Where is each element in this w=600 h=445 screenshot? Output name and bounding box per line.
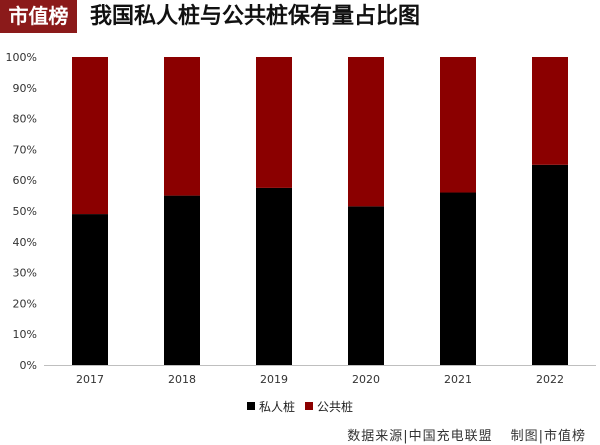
x-tick-label: 2017 (76, 373, 104, 386)
y-tick-label: 80% (13, 113, 37, 126)
x-tick-label: 2020 (352, 373, 380, 386)
bar-public-2021 (440, 57, 476, 193)
y-tick-label: 100% (6, 51, 37, 64)
x-axis: 2017 2018 2019 2020 2021 2022 (44, 365, 596, 386)
y-tick-label: 0% (20, 359, 37, 372)
y-tick-label: 60% (13, 174, 37, 187)
bars (72, 57, 568, 365)
x-tick-label: 2021 (444, 373, 472, 386)
y-tick-label: 40% (13, 236, 37, 249)
y-tick-label: 50% (13, 205, 37, 218)
y-tick-label: 10% (13, 328, 37, 341)
bar-private-2021 (440, 192, 476, 365)
bar-private-2018 (164, 195, 200, 365)
chart-title: 我国私人桩与公共桩保有量占比图 (90, 3, 421, 29)
legend-label-private: 私人桩 (258, 399, 295, 414)
bar-public-2019 (256, 57, 292, 188)
y-axis: 0% 10% 20% 30% 40% 50% 60% 70% 80% 90% 100% (6, 51, 37, 372)
bar-public-2018 (164, 57, 200, 196)
x-tick-label: 2022 (536, 373, 564, 386)
bar-public-2020 (348, 57, 384, 207)
bar-private-2017 (72, 214, 108, 365)
bar-public-2022 (532, 57, 568, 165)
bar-private-2020 (348, 206, 384, 365)
bar-public-2017 (72, 57, 108, 215)
legend-item-public: 公共桩 (305, 398, 353, 415)
legend-item-private: 私人桩 (246, 398, 295, 415)
stacked-bar-chart: 0%10%20%30%40%50%60%70%80%90%100% 2017 20… (6, 51, 596, 386)
legend-label-public: 公共桩 (317, 399, 354, 414)
y-tick-label: 30% (13, 267, 37, 280)
x-tick-label: 2018 (168, 373, 196, 386)
legend: 私人桩 公共桩 (0, 397, 600, 415)
legend-swatch-private (246, 402, 255, 410)
x-tick-label: 2019 (260, 373, 288, 386)
y-tick-label: 70% (13, 143, 37, 156)
y-tick-label: 90% (13, 82, 37, 95)
legend-swatch-public (305, 402, 313, 410)
chart-credit: 制图|市值榜 (510, 429, 586, 444)
brand-logo: 市值榜 (0, 0, 77, 33)
data-source: 数据来源|中国充电联盟 (347, 429, 493, 444)
footer: 数据来源|中国充电联盟 制图|市值榜 (329, 425, 586, 444)
bar-private-2019 (256, 187, 292, 365)
y-tick-label: 20% (13, 297, 37, 310)
bar-private-2022 (532, 164, 568, 365)
